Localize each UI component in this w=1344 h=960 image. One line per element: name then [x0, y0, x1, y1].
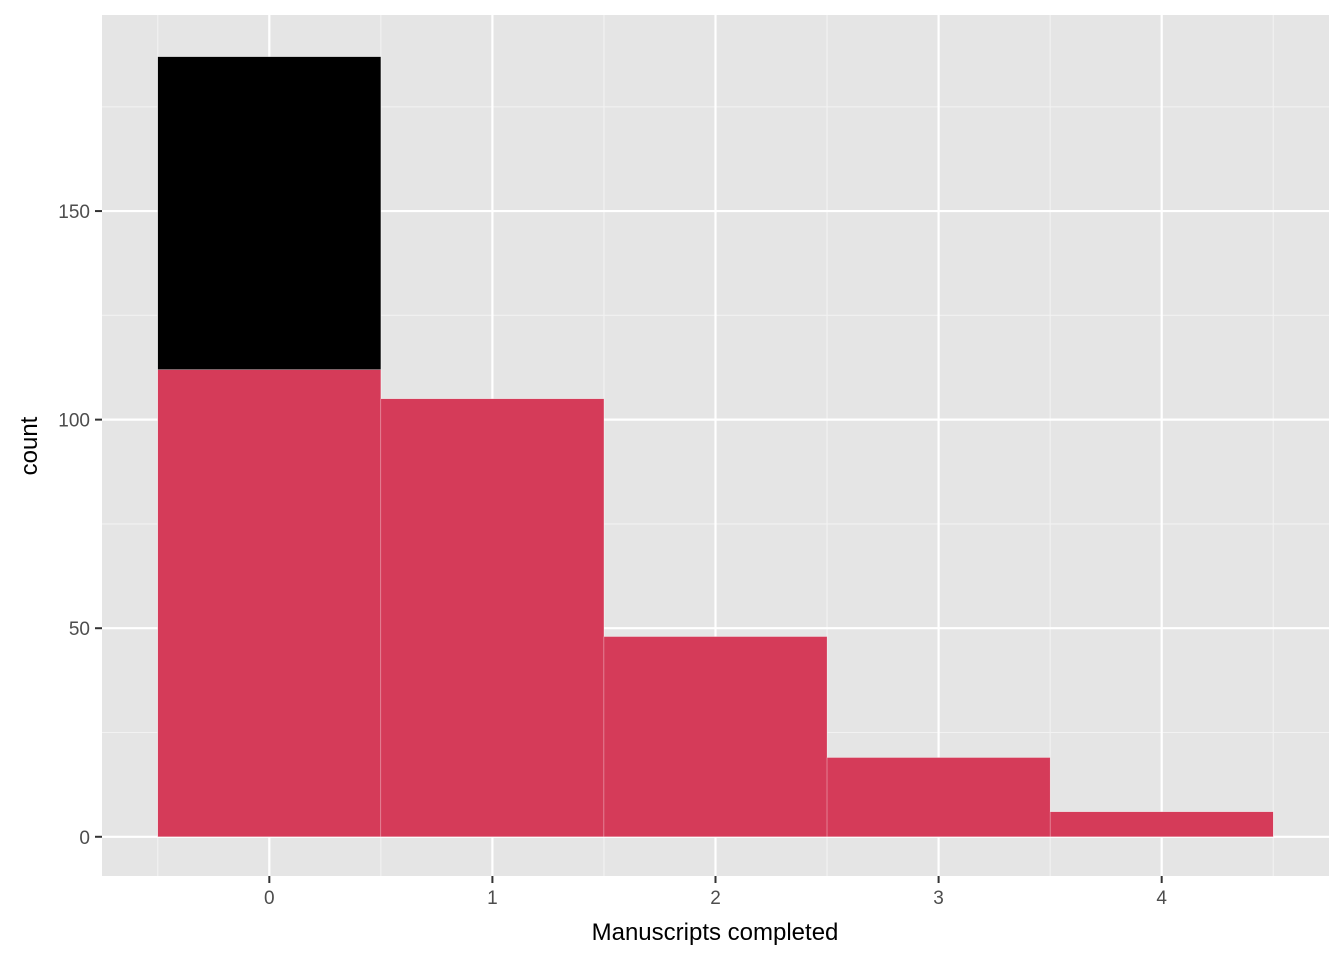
x-tick-label: 2	[710, 888, 721, 909]
bar-series0-bin-3	[826, 757, 1051, 837]
bar-series1-bin-0	[157, 56, 382, 370]
x-tick-label: 3	[933, 888, 944, 909]
bar-series0-bin-2	[603, 636, 828, 837]
x-axis-title: Manuscripts completed	[592, 919, 839, 946]
y-tick-label: 150	[58, 202, 90, 223]
bar-series0-bin-0	[157, 369, 382, 837]
x-tick-label: 4	[1156, 888, 1167, 909]
bar-series0-bin-4	[1049, 811, 1274, 837]
y-tick-label: 100	[58, 411, 90, 432]
y-axis: 0 50 100 150	[58, 202, 102, 849]
y-tick-label: 0	[79, 828, 90, 849]
bars	[157, 56, 1274, 837]
y-tick-label: 50	[69, 619, 90, 640]
x-tick-label: 1	[487, 888, 498, 909]
y-axis-title: count	[16, 416, 43, 475]
x-tick-label: 0	[264, 888, 275, 909]
bar-series0-bin-1	[380, 398, 605, 837]
x-axis: 0 1 2 3 4	[264, 876, 1167, 909]
